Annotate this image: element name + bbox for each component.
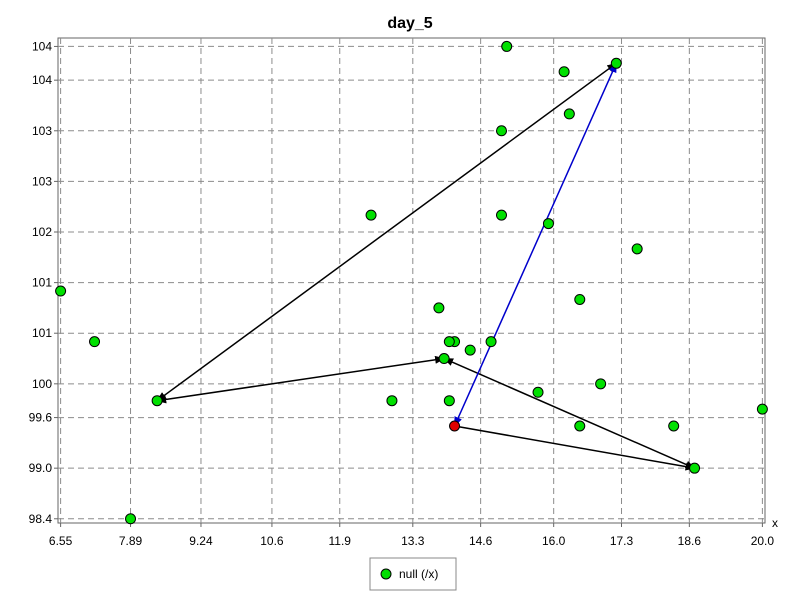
arrow-layer xyxy=(156,62,696,471)
data-point xyxy=(501,40,513,52)
data-point xyxy=(558,66,570,78)
y-tick-label: 104 xyxy=(32,39,52,53)
x-tick-label: 11.9 xyxy=(329,534,352,548)
data-point xyxy=(443,395,455,407)
y-tick-label: 100 xyxy=(32,377,52,391)
data-point xyxy=(689,462,701,474)
legend: null (/x) xyxy=(369,557,457,591)
data-point xyxy=(574,420,586,432)
data-point xyxy=(595,378,607,390)
data-point xyxy=(542,218,554,230)
x-axis-ticks: 6.55 7.89 9.24 10.6 11.9 13.3 14.6 16.0 17.3 18.6… xyxy=(49,523,774,548)
data-point xyxy=(496,125,508,137)
x-tick-label: 14.6 xyxy=(469,534,493,548)
y-tick-label: 98.4 xyxy=(29,512,53,526)
y-tick-label: 101 xyxy=(32,326,52,340)
y-tick-label: 104 xyxy=(32,73,52,87)
x-tick-label: 20.0 xyxy=(751,534,775,548)
x-tick-label: 17.3 xyxy=(610,534,634,548)
plot-area xyxy=(57,37,766,524)
data-point xyxy=(89,336,101,348)
data-point xyxy=(443,336,455,348)
data-point xyxy=(532,386,544,398)
data-point xyxy=(365,209,377,221)
data-point xyxy=(563,108,575,120)
x-tick-label: 16.0 xyxy=(542,534,566,548)
data-point xyxy=(438,353,450,365)
x-tick-label: 6.55 xyxy=(49,534,73,548)
y-tick-label: 103 xyxy=(32,124,52,138)
y-tick-label: 102 xyxy=(32,225,52,239)
x-tick-label: 18.6 xyxy=(678,534,702,548)
data-point xyxy=(464,344,476,356)
data-point xyxy=(574,293,586,305)
data-point xyxy=(125,513,137,525)
legend-label: null (/x) xyxy=(399,567,438,581)
data-point xyxy=(386,395,398,407)
blue-arrow xyxy=(453,62,617,427)
data-point xyxy=(55,285,67,297)
data-point xyxy=(631,243,643,255)
y-axis-ticks: 98.4 99.0 99.6 100 101 101 102 103 103 104 104 xyxy=(29,39,58,526)
data-point xyxy=(668,420,680,432)
data-point xyxy=(151,395,163,407)
data-point xyxy=(485,336,497,348)
x-tick-label: 7.89 xyxy=(119,534,143,548)
chart-title: day_5 xyxy=(387,15,432,32)
y-tick-label: 99.6 xyxy=(29,411,53,425)
highlighted-point xyxy=(449,420,461,432)
y-tick-label: 103 xyxy=(32,174,52,188)
x-tick-label: 13.3 xyxy=(401,534,425,548)
data-point xyxy=(433,302,445,314)
y-tick-label: 99.0 xyxy=(29,461,53,475)
data-point xyxy=(496,209,508,221)
x-axis-label: x xyxy=(772,516,778,530)
x-tick-label: 10.6 xyxy=(260,534,284,548)
data-point xyxy=(610,57,622,69)
x-tick-label: 9.24 xyxy=(189,534,213,548)
data-point xyxy=(756,403,768,415)
y-tick-label: 101 xyxy=(32,276,52,290)
point-layer xyxy=(55,40,768,525)
legend-marker xyxy=(380,568,392,580)
